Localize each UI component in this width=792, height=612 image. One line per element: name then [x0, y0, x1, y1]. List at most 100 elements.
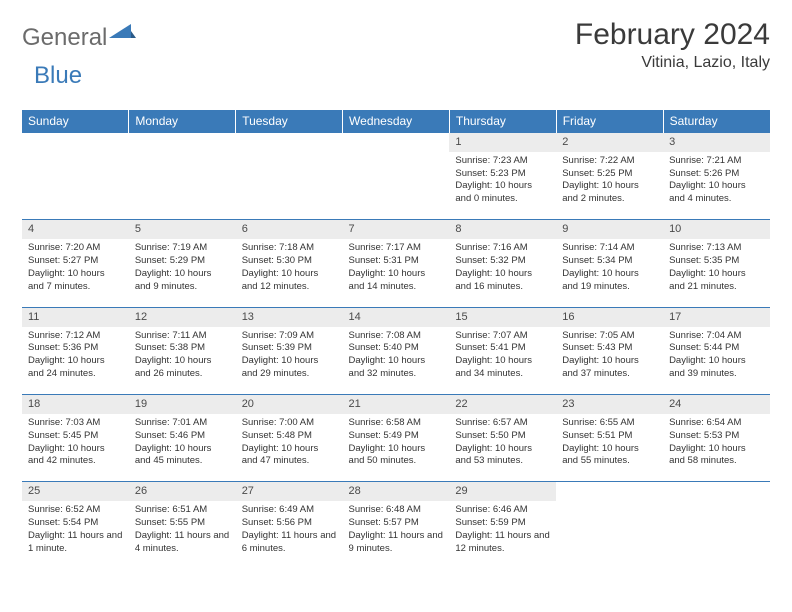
day-number-cell — [129, 133, 236, 152]
day-number-row: 45678910 — [22, 220, 770, 239]
day-content-cell: Sunrise: 7:23 AM Sunset: 5:23 PMDaylight:… — [449, 152, 556, 220]
day-content-cell: Sunrise: 7:19 AMSunset: 5:29 PMDaylight:… — [129, 239, 236, 307]
daylight-text: Daylight: 10 hours and 58 minutes. — [669, 443, 746, 467]
day-number-cell: 27 — [236, 482, 343, 501]
sunset-text: Sunset: 5:44 PM — [669, 342, 739, 353]
day-content-cell: Sunrise: 7:21 AMSunset: 5:26 PMDaylight:… — [663, 152, 770, 220]
sunrise-text: Sunrise: 6:46 AM — [455, 504, 527, 515]
daylight-text: Daylight: 11 hours and 9 minutes. — [349, 530, 443, 554]
day-content-cell: Sunrise: 7:08 AMSunset: 5:40 PMDaylight:… — [343, 327, 450, 395]
daylight-text: Daylight: 10 hours and 26 minutes. — [135, 355, 212, 379]
sunset-text: Sunset: 5:35 PM — [669, 255, 739, 266]
day-content-row: Sunrise: 7:03 AMSunset: 5:45 PMDaylight:… — [22, 414, 770, 482]
daylight-text: Daylight: 10 hours and 9 minutes. — [135, 268, 212, 292]
day-number-cell: 22 — [449, 395, 556, 414]
day-content-cell: Sunrise: 6:57 AMSunset: 5:50 PMDaylight:… — [449, 414, 556, 482]
daylight-text: Daylight: 10 hours and 0 minutes. — [455, 180, 532, 204]
day-number-cell: 26 — [129, 482, 236, 501]
day-number-cell: 3 — [663, 133, 770, 152]
sunrise-text: Sunrise: 6:52 AM — [28, 504, 100, 515]
day-content-cell — [663, 501, 770, 569]
day-content-cell — [343, 152, 450, 220]
day-number-cell — [556, 482, 663, 501]
calendar-table: SundayMondayTuesdayWednesdayThursdayFrid… — [22, 110, 770, 569]
sunrise-text: Sunrise: 6:49 AM — [242, 504, 314, 515]
sunrise-text: Sunrise: 7:23 AM — [455, 155, 527, 166]
day-content-row: Sunrise: 7:23 AM Sunset: 5:23 PMDaylight:… — [22, 152, 770, 220]
day-number-cell: 23 — [556, 395, 663, 414]
sunrise-text: Sunrise: 7:09 AM — [242, 330, 314, 341]
day-content-row: Sunrise: 7:20 AMSunset: 5:27 PMDaylight:… — [22, 239, 770, 307]
sunset-text: Sunset: 5:39 PM — [242, 342, 312, 353]
daylight-text: Daylight: 10 hours and 7 minutes. — [28, 268, 105, 292]
day-number-cell: 18 — [22, 395, 129, 414]
day-content-cell: Sunrise: 7:04 AMSunset: 5:44 PMDaylight:… — [663, 327, 770, 395]
daylight-text: Daylight: 10 hours and 16 minutes. — [455, 268, 532, 292]
day-header: Tuesday — [236, 110, 343, 133]
sunrise-text: Sunrise: 7:11 AM — [135, 330, 207, 341]
sunrise-text: Sunrise: 7:07 AM — [455, 330, 527, 341]
day-number-cell: 29 — [449, 482, 556, 501]
sunset-text: Sunset: 5:41 PM — [455, 342, 525, 353]
daylight-text: Daylight: 10 hours and 12 minutes. — [242, 268, 319, 292]
day-number-cell: 9 — [556, 220, 663, 239]
day-number-cell: 21 — [343, 395, 450, 414]
sunrise-text: Sunrise: 7:12 AM — [28, 330, 100, 341]
day-number-cell: 12 — [129, 307, 236, 326]
sunrise-text: Sunrise: 7:01 AM — [135, 417, 207, 428]
day-content-cell: Sunrise: 7:20 AMSunset: 5:27 PMDaylight:… — [22, 239, 129, 307]
day-content-cell: Sunrise: 7:00 AMSunset: 5:48 PMDaylight:… — [236, 414, 343, 482]
sunrise-text: Sunrise: 7:04 AM — [669, 330, 741, 341]
day-number-cell: 4 — [22, 220, 129, 239]
sunset-text: Sunset: 5:50 PM — [455, 430, 525, 441]
sunrise-text: Sunrise: 7:18 AM — [242, 242, 314, 253]
sunrise-text: Sunrise: 7:03 AM — [28, 417, 100, 428]
day-number-cell: 20 — [236, 395, 343, 414]
day-content-cell: Sunrise: 7:13 AM Sunset: 5:35 PM Daylight:… — [663, 239, 770, 307]
day-content-cell: Sunrise: 6:58 AMSunset: 5:49 PMDaylight:… — [343, 414, 450, 482]
sunrise-text: Sunrise: 7:05 AM — [562, 330, 634, 341]
sunrise-text: Sunrise: 6:51 AM — [135, 504, 207, 515]
day-content-cell — [22, 152, 129, 220]
day-number-cell — [236, 133, 343, 152]
sunset-text: Sunset: 5:31 PM — [349, 255, 419, 266]
day-content-cell: Sunrise: 6:48 AMSunset: 5:57 PMDaylight:… — [343, 501, 450, 569]
sunset-text: Sunset: 5:46 PM — [135, 430, 205, 441]
day-content-cell: Sunrise: 7:01 AM Sunset: 5:46 PM Daylight:… — [129, 414, 236, 482]
day-content-cell: Sunrise: 7:22 AMSunset: 5:25 PMDaylight:… — [556, 152, 663, 220]
sunrise-text: Sunrise: 7:13 AM — [669, 242, 741, 253]
day-content-cell: Sunrise: 7:07 AMSunset: 5:41 PMDaylight:… — [449, 327, 556, 395]
logo-triangle-icon — [109, 22, 137, 45]
day-content-cell: Sunrise: 7:11 AMSunset: 5:38 PMDaylight:… — [129, 327, 236, 395]
day-number-cell — [663, 482, 770, 501]
day-number-cell: 11 — [22, 307, 129, 326]
sunset-text: Sunset: 5:54 PM — [28, 517, 98, 528]
day-number-cell: 17 — [663, 307, 770, 326]
logo-text-blue: Blue — [34, 62, 82, 89]
sunrise-text: Sunrise: 7:21 AM — [669, 155, 741, 166]
day-content-cell: Sunrise: 7:14 AMSunset: 5:34 PMDaylight:… — [556, 239, 663, 307]
sunrise-text: Sunrise: 7:20 AM — [28, 242, 100, 253]
calendar-header-row: SundayMondayTuesdayWednesdayThursdayFrid… — [22, 110, 770, 133]
day-content-cell: Sunrise: 6:49 AMSunset: 5:56 PMDaylight:… — [236, 501, 343, 569]
daylight-text: Daylight: 10 hours and 32 minutes. — [349, 355, 426, 379]
day-content-cell: Sunrise: 7:03 AMSunset: 5:45 PMDaylight:… — [22, 414, 129, 482]
day-number-cell — [22, 133, 129, 152]
day-number-cell: 6 — [236, 220, 343, 239]
sunset-text: Sunset: 5:57 PM — [349, 517, 419, 528]
day-number-cell — [343, 133, 450, 152]
day-number-cell: 2 — [556, 133, 663, 152]
day-number-cell: 1 — [449, 133, 556, 152]
daylight-text: Daylight: 10 hours and 37 minutes. — [562, 355, 639, 379]
daylight-text: Daylight: 10 hours and 19 minutes. — [562, 268, 639, 292]
daylight-text: Daylight: 10 hours and 45 minutes. — [135, 443, 212, 467]
day-content-cell — [556, 501, 663, 569]
day-content-cell: Sunrise: 6:52 AMSunset: 5:54 PMDaylight:… — [22, 501, 129, 569]
daylight-text: Daylight: 10 hours and 55 minutes. — [562, 443, 639, 467]
day-header: Saturday — [663, 110, 770, 133]
daylight-text: Daylight: 10 hours and 14 minutes. — [349, 268, 426, 292]
daylight-text: Daylight: 10 hours and 21 minutes. — [669, 268, 746, 292]
sunset-text: Sunset: 5:25 PM — [562, 168, 632, 179]
sunset-text: Sunset: 5:23 PM — [455, 168, 525, 179]
sunset-text: Sunset: 5:36 PM — [28, 342, 98, 353]
